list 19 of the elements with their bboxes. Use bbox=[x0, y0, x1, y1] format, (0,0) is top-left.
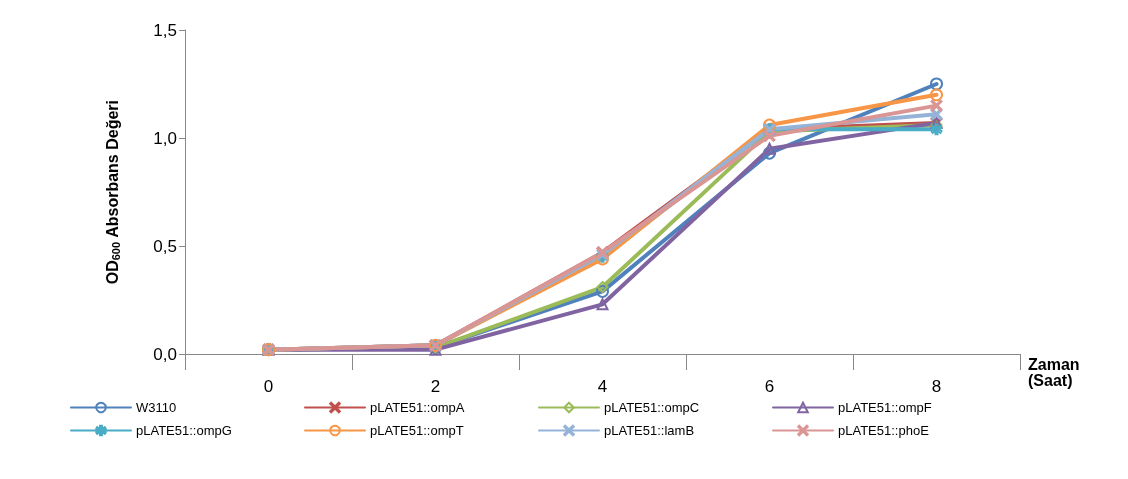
x-tick-label: 2 bbox=[430, 377, 441, 396]
legend-label: W3110 bbox=[136, 400, 177, 415]
legend-label: pLATE51::ompF bbox=[838, 400, 932, 415]
y-axis-title: OD600 Absorbans Değeri bbox=[104, 99, 122, 285]
y-tick-label: 1,5 bbox=[153, 20, 177, 40]
legend-label: pLATE51::ompG bbox=[136, 423, 232, 438]
legend-label: pLATE51::ompC bbox=[604, 400, 700, 415]
legend-label: pLATE51::phoE bbox=[838, 423, 930, 438]
legend-label: pLATE51::ompT bbox=[370, 423, 464, 438]
legend-label: pLATE51::ompA bbox=[370, 400, 465, 415]
y-tick-label: 1,0 bbox=[153, 128, 177, 148]
x-tick-label: 0 bbox=[263, 377, 274, 396]
y-tick-label: 0,0 bbox=[153, 344, 177, 364]
legend-label: pLATE51::lamB bbox=[604, 423, 695, 438]
x-axis-title: Zaman (Saat) bbox=[1028, 355, 1080, 389]
y-tick-label: 0,5 bbox=[153, 236, 177, 256]
x-tick-label: 6 bbox=[764, 377, 775, 396]
x-tick-label: 8 bbox=[931, 377, 942, 396]
x-tick-label: 4 bbox=[597, 377, 608, 396]
